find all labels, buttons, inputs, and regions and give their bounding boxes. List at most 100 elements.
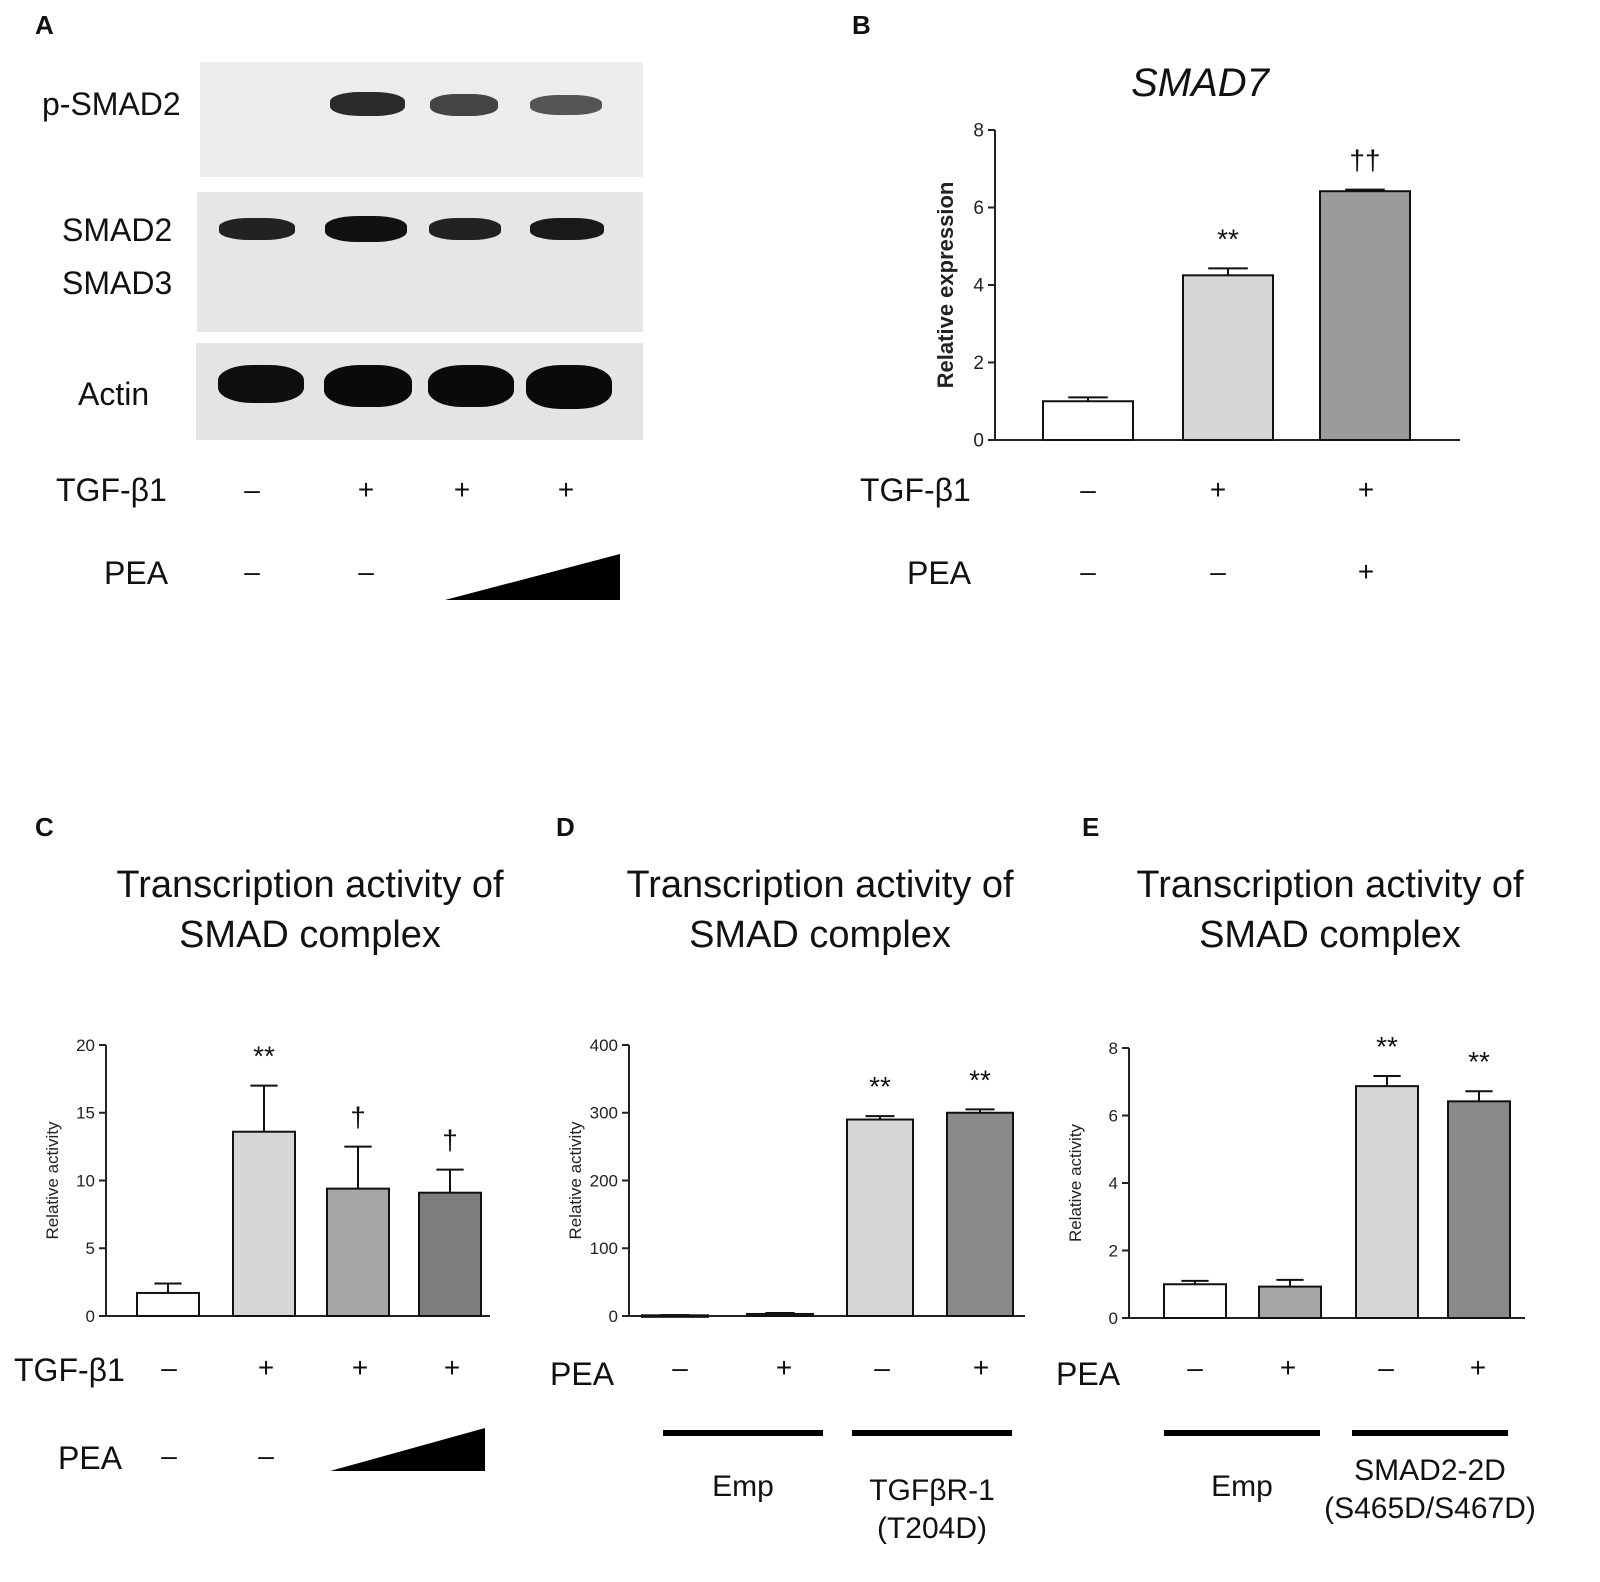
bar [1042, 400, 1134, 441]
blot-label-smad3: SMAD3 [62, 265, 173, 301]
bar [418, 1191, 482, 1318]
significance-mark: †† [1349, 145, 1380, 176]
pea-sign: – [1378, 1352, 1394, 1383]
group-bar-tgfbr1 [852, 1430, 1012, 1436]
bar [846, 1118, 914, 1318]
tgf-sign: + [351, 1352, 369, 1383]
tgf-sign: + [257, 1352, 275, 1383]
bar [1447, 1100, 1511, 1319]
bar [1163, 1283, 1227, 1319]
y-axis-label: Relative expression [933, 182, 958, 389]
pea-sign: + [775, 1352, 793, 1383]
blot-band [530, 218, 604, 240]
group-label-line: (S465D/S467D) [1324, 1492, 1536, 1525]
title-line: SMAD complex [689, 914, 951, 956]
group-bar-smad2-2d [1352, 1430, 1508, 1436]
tgf-sign: + [443, 1352, 461, 1383]
pea-sign: – [244, 556, 260, 587]
panel-b-letter: B [852, 10, 871, 40]
y-tick-label: 20 [76, 1036, 95, 1055]
y-tick-label: 10 [76, 1171, 95, 1190]
panel-c-bar-chart: 0 5 10 15 20 Relative activity ** † † [43, 1036, 490, 1326]
bar [1258, 1285, 1322, 1319]
panel-e-bar-chart: 0 2 4 6 8 Relative activity ** ** [1066, 1031, 1525, 1328]
blot-band [324, 365, 412, 407]
bar [136, 1291, 200, 1317]
group-label-smad2-2d: SMAD2-2D (S465D/S467D) [1300, 1452, 1560, 1528]
tgf-label: TGF-β1 [56, 472, 167, 508]
blot-strip-smad2-3 [197, 192, 643, 332]
significance-mark: ** [969, 1064, 991, 1095]
y-tick-label: 6 [973, 198, 984, 219]
pea-label: PEA [1056, 1356, 1121, 1392]
group-label-emp: Emp [712, 1470, 774, 1503]
y-tick-label: 200 [590, 1171, 618, 1190]
blot-band [428, 365, 514, 407]
tgf-sign: + [453, 474, 471, 505]
panel-e-title: Transcription activity of SMAD complex [1060, 860, 1600, 960]
y-tick-label: 5 [86, 1239, 95, 1258]
y-tick-label: 0 [1109, 1309, 1118, 1328]
pea-dose-wedge [445, 554, 620, 600]
group-label-line: SMAD2-2D [1354, 1454, 1506, 1487]
bar [946, 1111, 1014, 1317]
blot-label-psmad2: p-SMAD2 [42, 86, 181, 122]
y-tick-label: 0 [609, 1307, 618, 1326]
significance-mark: † [350, 1102, 366, 1133]
pea-sign: – [1210, 556, 1226, 587]
title-line: SMAD complex [179, 914, 441, 956]
tgf-sign: + [557, 474, 575, 505]
panel-d-bar-chart: 0 100 200 300 400 Relative activity ** ** [566, 1036, 1025, 1326]
group-bar-emp [1164, 1430, 1320, 1436]
group-label-line: (T204D) [876, 1512, 988, 1545]
pea-label: PEA [104, 555, 169, 591]
y-tick-label: 2 [1109, 1241, 1118, 1260]
smad7-bar-chart: SMAD7 0 2 4 6 8 Relative expression ** †† [933, 61, 1460, 452]
blot-band [325, 216, 407, 242]
significance-mark: ** [253, 1041, 275, 1072]
tgf-sign: + [1357, 474, 1375, 505]
tgf-sign: + [357, 474, 375, 505]
y-tick-label: 0 [86, 1307, 95, 1326]
panel-a-letter: A [35, 10, 54, 40]
significance-mark: † [442, 1125, 458, 1156]
y-tick-label: 0 [973, 431, 984, 452]
y-tick-label: 6 [1109, 1106, 1118, 1125]
panel-d-title: Transcription activity of SMAD complex [550, 860, 1090, 960]
tgf-sign: + [1209, 474, 1227, 505]
tgf-sign: – [1080, 474, 1096, 505]
y-tick-label: 4 [973, 276, 984, 297]
blot-band [218, 365, 304, 403]
y-tick-label: 300 [590, 1104, 618, 1123]
blot-strip-actin [196, 343, 643, 440]
pea-sign: + [1357, 556, 1375, 587]
y-tick-label: 400 [590, 1036, 618, 1055]
y-tick-label: 100 [590, 1239, 618, 1258]
y-axis-label: Relative activity [1066, 1123, 1085, 1242]
blot-band [429, 218, 501, 240]
blot-strip-psmad2 [200, 62, 643, 177]
blot-band [530, 95, 602, 115]
significance-mark: ** [1217, 223, 1239, 254]
tgf-sign: – [161, 1352, 177, 1383]
tgf-label: TGF-β1 [14, 1352, 125, 1388]
panel-d-letter: D [556, 812, 575, 842]
chart-title: SMAD7 [1131, 61, 1271, 105]
group-label-tgfbr1: TGFβR-1 (T204D) [842, 1472, 1022, 1548]
bar [1355, 1085, 1419, 1319]
y-axis-label: Relative activity [566, 1121, 585, 1240]
pea-sign: + [1469, 1352, 1487, 1383]
panel-e-letter: E [1082, 812, 1100, 842]
significance-mark: ** [1376, 1031, 1398, 1062]
bar [746, 1312, 814, 1317]
panel-c-letter: C [35, 812, 54, 842]
y-tick-label: 2 [973, 353, 984, 374]
pea-sign: – [1080, 556, 1096, 587]
bar [326, 1187, 390, 1318]
group-bar-emp [663, 1430, 823, 1436]
group-label-emp: Emp [1211, 1470, 1273, 1503]
blot-label-actin: Actin [78, 376, 150, 412]
pea-sign: – [358, 556, 374, 587]
pea-sign: – [258, 1440, 274, 1471]
pea-sign: – [874, 1352, 890, 1383]
